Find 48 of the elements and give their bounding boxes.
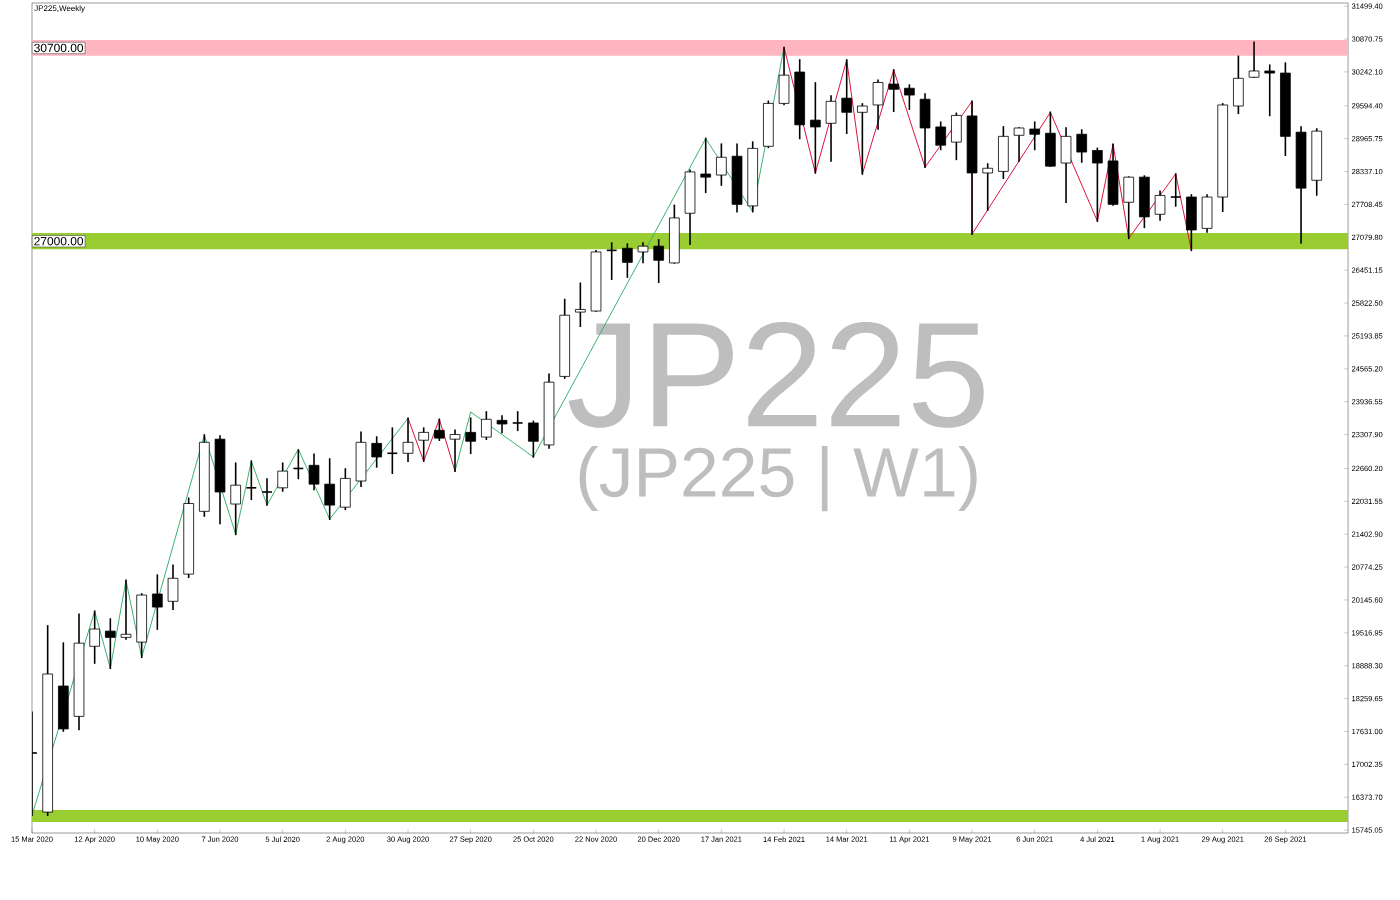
- candlestick: [637, 242, 649, 264]
- band-label: 27000.00: [34, 236, 84, 246]
- candlestick: [904, 84, 915, 110]
- candlestick: [434, 418, 445, 442]
- candlestick: [857, 103, 868, 175]
- candlestick: [1248, 41, 1260, 79]
- candlestick: [105, 618, 116, 670]
- candlestick: [120, 579, 132, 640]
- candlestick: [982, 163, 994, 211]
- candlestick: [152, 574, 163, 630]
- candlestick: [1013, 127, 1025, 162]
- annotation: (JP225 | W1): [579, 445, 977, 512]
- candlestick: [277, 462, 288, 492]
- candlestick: [496, 415, 508, 434]
- candlestick: [700, 137, 712, 194]
- annotation: JP225: [568, 321, 984, 428]
- band-label: 30700.00: [34, 43, 84, 53]
- candlestick: [1092, 147, 1103, 222]
- candlestick: [810, 82, 821, 174]
- candlestick: [1076, 129, 1088, 163]
- candlestick: [1264, 64, 1276, 117]
- candlestick: [825, 95, 837, 162]
- candlestick: [528, 420, 539, 458]
- candlestick: [481, 411, 492, 440]
- candlestick: [402, 417, 414, 462]
- candlestick: [245, 460, 258, 501]
- candlestick: [465, 417, 477, 455]
- candlestick: [167, 564, 179, 610]
- candlestick: [841, 59, 853, 135]
- candlestick: [449, 429, 461, 472]
- candlestick: [888, 69, 900, 113]
- candlestick: [230, 462, 241, 536]
- candlestick: [1154, 190, 1166, 221]
- candlestick: [371, 436, 383, 468]
- candlestick: [89, 610, 100, 664]
- candlestick: [716, 143, 727, 186]
- candlestick: [1029, 121, 1041, 151]
- candlestick: [1169, 173, 1182, 207]
- candlestick: [386, 427, 399, 474]
- candlestick: [935, 121, 947, 151]
- candlestick: [324, 458, 335, 520]
- candlestick: [261, 478, 273, 506]
- candlestick: [622, 243, 633, 278]
- candlestick: [653, 239, 665, 284]
- candlestick: [308, 453, 320, 491]
- candlestick: [872, 79, 884, 130]
- candlestick: [511, 411, 524, 432]
- candlestick: [418, 427, 430, 462]
